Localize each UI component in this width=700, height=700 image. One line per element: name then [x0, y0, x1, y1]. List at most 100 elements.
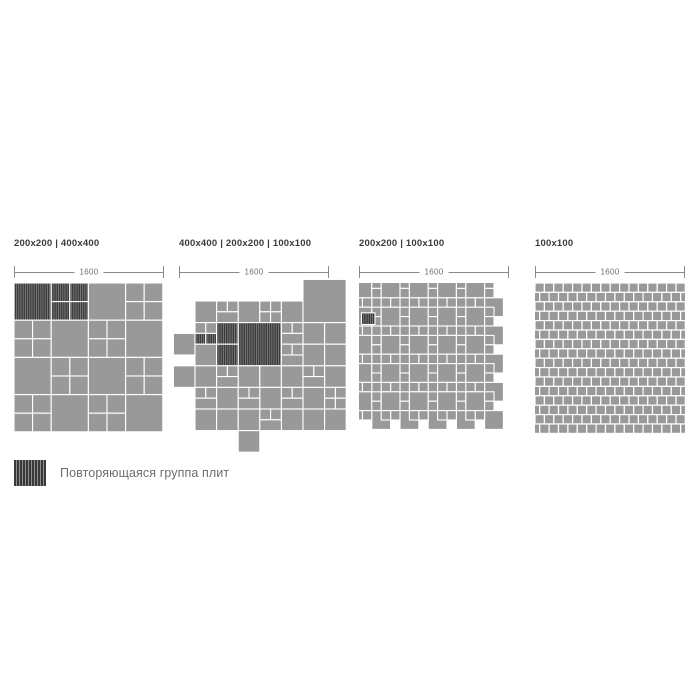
tile [670, 310, 682, 322]
tile [539, 423, 550, 434]
tile [194, 300, 218, 324]
tile [642, 348, 654, 359]
tile [567, 291, 578, 303]
tile [680, 404, 686, 416]
tile-highlighted [216, 322, 239, 345]
panel-4-title: 100x100 [535, 238, 574, 249]
tile [427, 400, 439, 412]
swatch-hatch-line [37, 460, 38, 486]
tile [633, 310, 644, 322]
tile [680, 366, 686, 378]
tile [259, 311, 272, 324]
tile [618, 395, 630, 406]
tile [87, 319, 108, 340]
tile [675, 357, 686, 369]
tile [553, 301, 564, 312]
tile-highlighted [69, 301, 89, 321]
tile [548, 404, 560, 416]
tile [633, 366, 644, 378]
tile [661, 310, 672, 322]
panel-4-dimension: 1600 [535, 266, 685, 278]
tile [642, 329, 654, 340]
tile [623, 423, 635, 434]
tile [427, 316, 439, 327]
tile [465, 353, 476, 365]
panel-2-dimension: 1600 [179, 266, 329, 278]
tile [474, 381, 486, 393]
tile [302, 376, 326, 388]
tile [637, 413, 649, 425]
tile [474, 297, 486, 308]
dimension-tick-left [535, 266, 536, 278]
tile [590, 413, 602, 425]
tile [302, 278, 347, 324]
tile [628, 376, 639, 387]
tile [665, 395, 677, 406]
tile [270, 311, 282, 324]
tile-highlighted [69, 282, 89, 303]
tile [418, 325, 429, 336]
tile [380, 391, 401, 412]
tile [371, 391, 382, 402]
tile [334, 386, 347, 399]
tile [543, 413, 555, 425]
dimension-label: 1600 [74, 267, 104, 277]
tile [633, 423, 644, 434]
tile [647, 319, 658, 331]
tile [604, 348, 616, 359]
tile [313, 365, 326, 378]
tile [226, 365, 239, 378]
tile [661, 404, 672, 416]
tile [651, 348, 663, 359]
tile [380, 334, 401, 355]
tile [553, 283, 564, 293]
tile [465, 306, 486, 327]
tile [548, 329, 560, 340]
tile [50, 356, 71, 377]
tile [50, 394, 89, 433]
tile [280, 365, 304, 388]
tile [474, 325, 486, 336]
tile [581, 319, 592, 331]
swatch-hatch-line [25, 460, 26, 486]
tile [280, 300, 304, 324]
tile [87, 338, 108, 358]
tile [125, 394, 164, 433]
tile [548, 291, 560, 303]
tile [408, 334, 429, 355]
tile [604, 366, 616, 378]
tile [69, 356, 89, 377]
panel-1-title: 200x200 | 400x400 [14, 238, 100, 249]
tile [614, 404, 625, 416]
tile [642, 291, 654, 303]
tile [106, 319, 127, 340]
tile [359, 325, 363, 336]
tile [562, 319, 574, 331]
tile [399, 400, 410, 412]
tile [665, 319, 677, 331]
tile [665, 357, 677, 369]
tile [548, 348, 560, 359]
tile [535, 348, 541, 359]
tile [562, 413, 574, 425]
tile [280, 332, 304, 345]
dimension-tick-left [14, 266, 15, 278]
tile [623, 404, 635, 416]
tile-highlighted [50, 301, 71, 321]
tile [628, 357, 639, 369]
tile [194, 397, 218, 410]
tile [484, 400, 495, 412]
tile [390, 325, 401, 336]
tile [637, 338, 649, 350]
tile [543, 376, 555, 387]
tile [637, 301, 649, 312]
tile [270, 408, 282, 421]
tile [446, 297, 457, 308]
tile [535, 385, 541, 397]
tile [535, 357, 546, 369]
tile [661, 423, 672, 434]
tile [324, 343, 347, 367]
tile [628, 319, 639, 331]
tile [446, 353, 457, 365]
tile [647, 357, 658, 369]
